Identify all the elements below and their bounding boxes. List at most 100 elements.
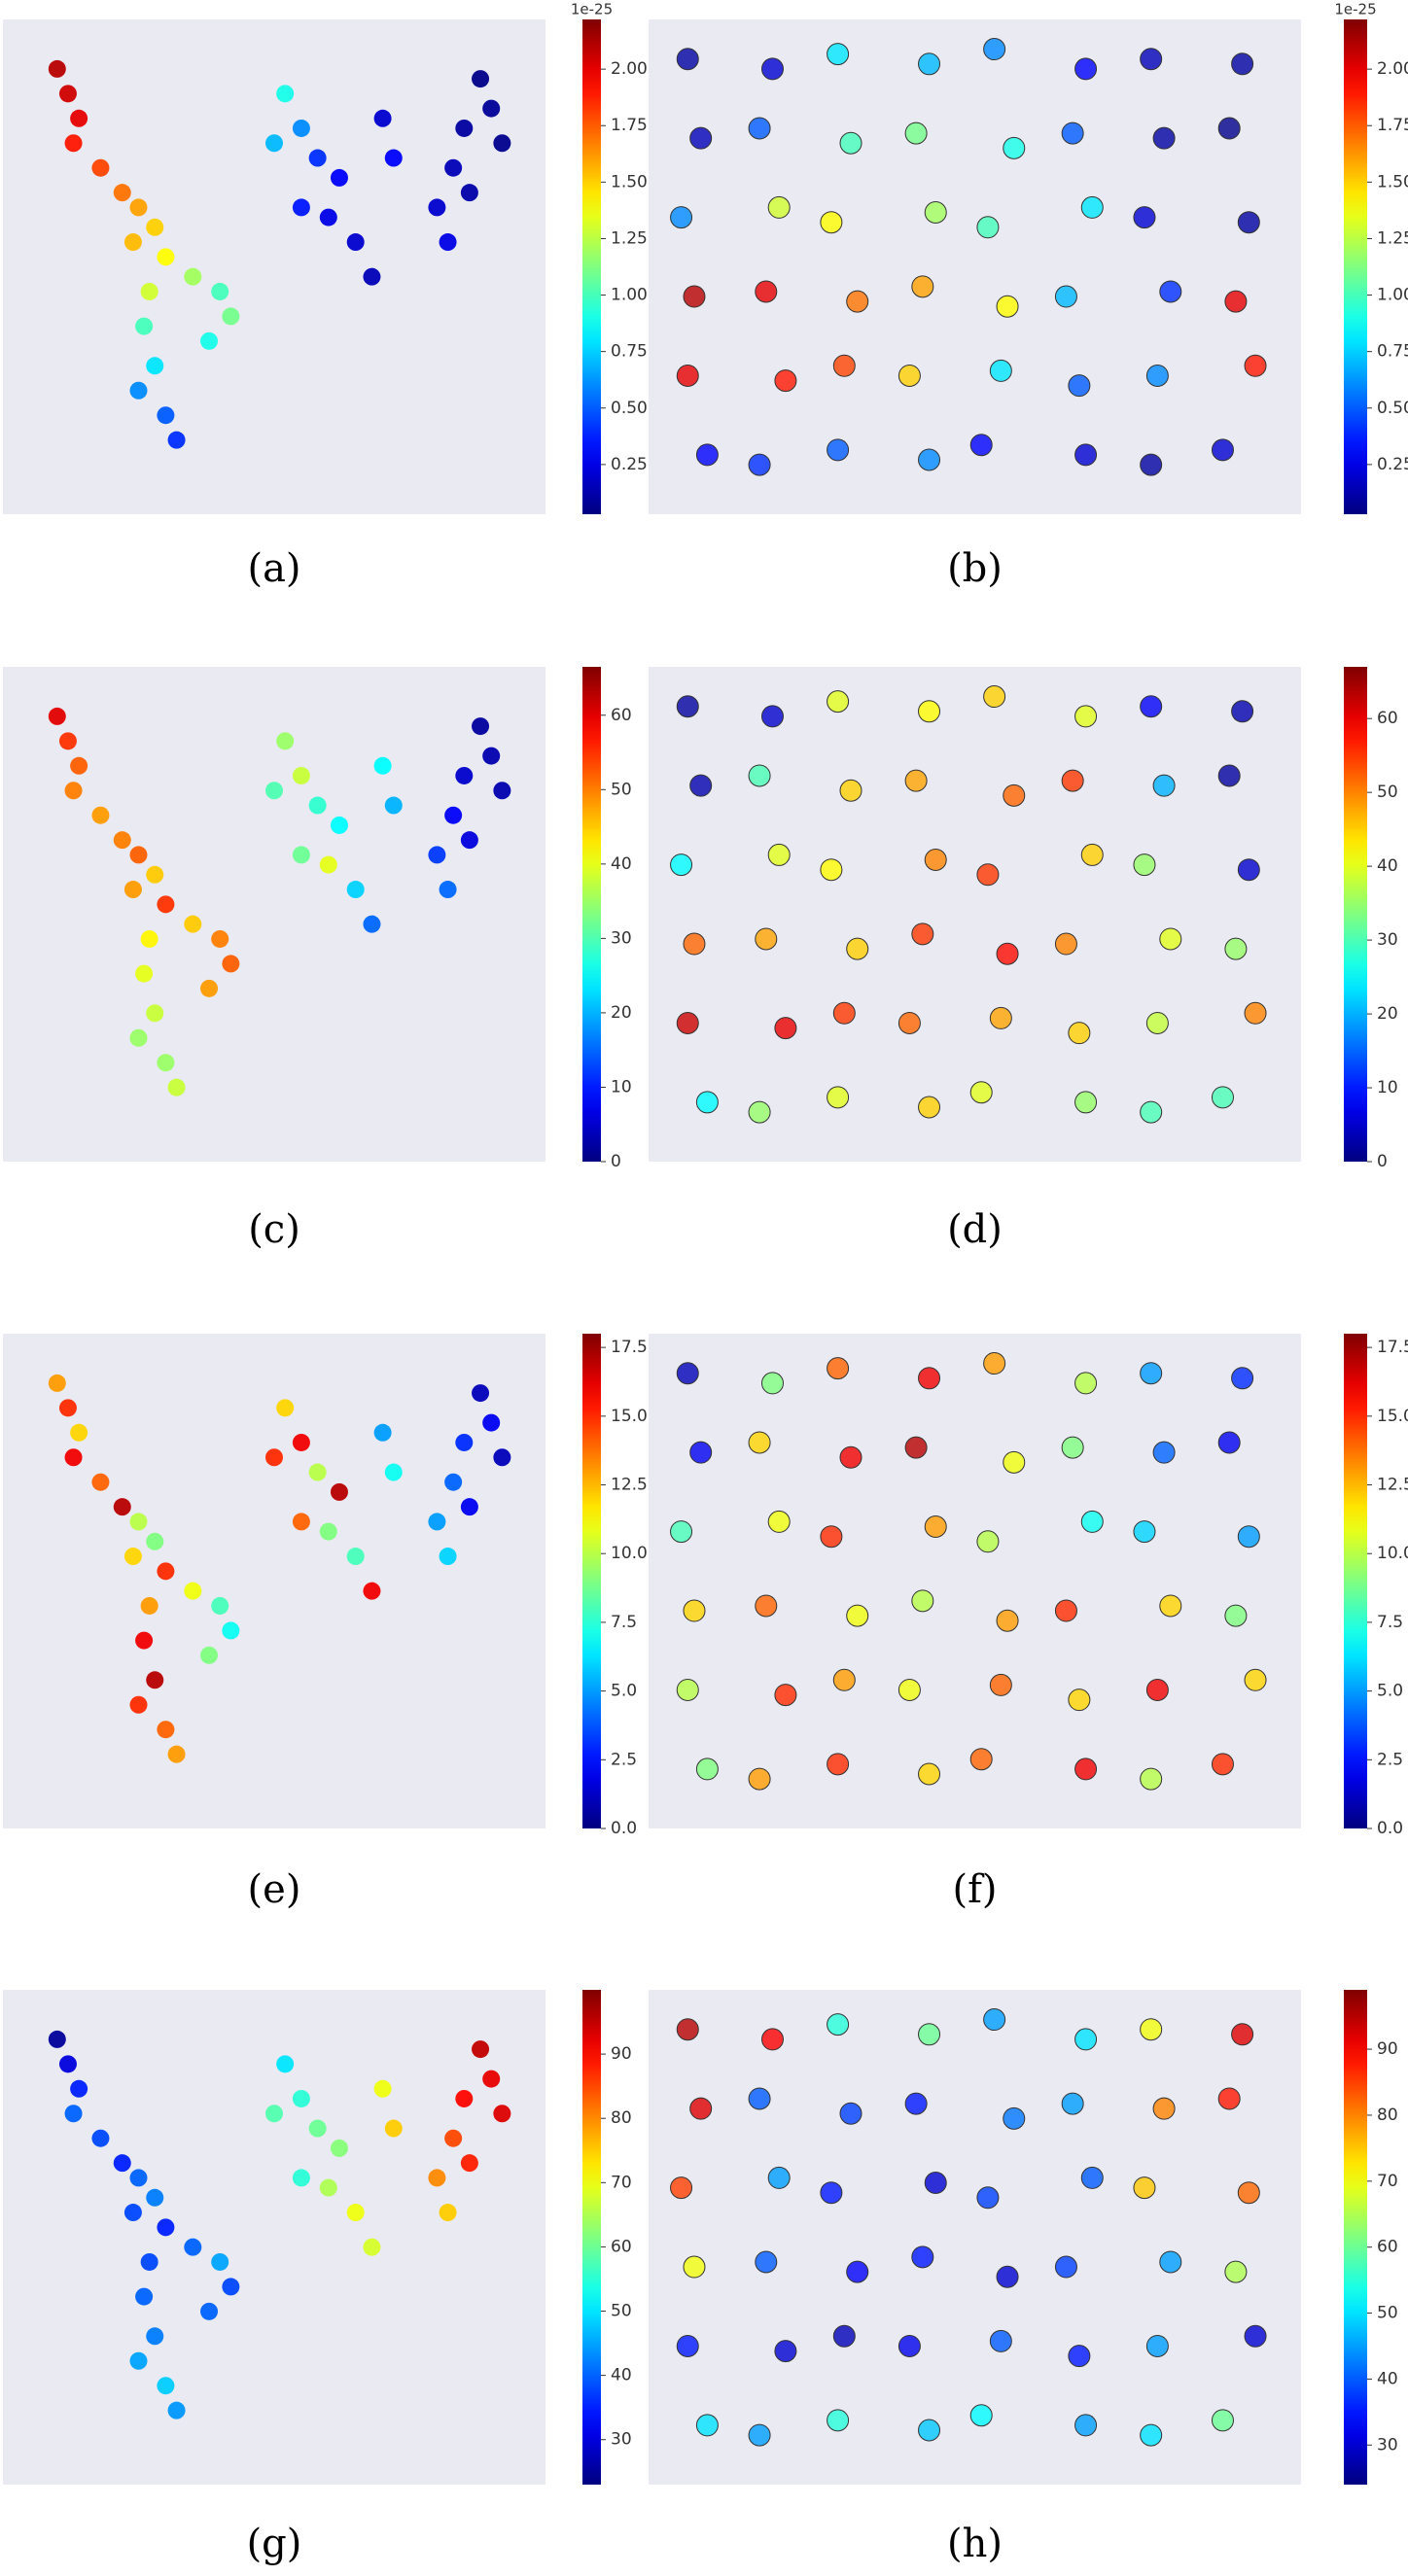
scatter-point <box>1217 1431 1241 1454</box>
scatter-point <box>1061 769 1084 792</box>
scatter-point <box>1074 1758 1098 1781</box>
colorbar-tick-label: 60 <box>1377 2238 1398 2257</box>
scatter-point <box>1211 2409 1234 2432</box>
scatter-point <box>1061 1436 1084 1459</box>
scatter-point <box>460 184 478 202</box>
scatter-point <box>983 38 1006 61</box>
scatter-point <box>455 766 474 784</box>
scatter-point <box>748 2087 771 2110</box>
colorbar-tick-label: 1.25 <box>1377 228 1408 248</box>
scatter-point <box>1231 2023 1254 2046</box>
scatter-point <box>755 280 778 303</box>
colorbar-tick-label: 0.75 <box>1377 342 1408 362</box>
scatter-point <box>1152 126 1176 150</box>
scatter-point <box>384 1463 403 1481</box>
scatter-point <box>1217 2087 1241 2110</box>
scatter-point <box>774 2340 797 2363</box>
scatter-point <box>140 1596 158 1615</box>
scatter-point <box>1074 705 1098 728</box>
scatter-point <box>689 2097 713 2120</box>
scatter-point <box>1145 364 1169 387</box>
colorbar-tick-label: 20 <box>1377 1004 1398 1024</box>
scatter-point <box>676 2018 699 2041</box>
scatter-point <box>676 1362 699 1385</box>
colorbar-tick-label: 30 <box>611 928 632 948</box>
scatter-point <box>222 2278 240 2296</box>
scatter-point <box>211 1596 229 1615</box>
scatter-point <box>428 198 446 217</box>
scatter-point <box>827 2409 850 2432</box>
scatter-point <box>146 1004 164 1023</box>
colorbar <box>582 1990 601 2485</box>
scatter-point <box>439 233 457 252</box>
scatter-point <box>123 2204 142 2222</box>
scatter-point <box>846 937 869 960</box>
scatter-point <box>91 158 110 177</box>
scatter-point <box>839 2102 862 2125</box>
scatter-point <box>767 1510 791 1533</box>
panel-caption: (h) <box>947 2522 1003 2566</box>
scatter-point <box>455 1433 474 1451</box>
scatter-point <box>911 275 934 298</box>
scatter-point <box>1003 783 1026 807</box>
colorbar-tick-label: 30 <box>1377 2435 1398 2454</box>
scatter-point <box>1140 2018 1163 2041</box>
scatter-point <box>1054 1599 1077 1622</box>
scatter-point <box>64 134 83 153</box>
scatter-point <box>1237 2181 1260 2205</box>
scatter-point <box>200 2302 219 2320</box>
scatter-point <box>472 717 490 736</box>
scatter-point <box>1080 195 1104 219</box>
scatter-point <box>482 1413 501 1432</box>
scatter-point <box>482 2070 501 2088</box>
panel-caption: (b) <box>947 546 1003 591</box>
scatter-point <box>482 747 501 765</box>
scatter-point <box>113 831 131 850</box>
scatter-point <box>1133 2176 1156 2200</box>
scatter-point <box>1152 1441 1176 1464</box>
scatter-point <box>670 853 693 877</box>
scatter-point <box>976 2186 1000 2210</box>
scatter-point <box>689 774 713 797</box>
scatter-point <box>1068 374 1091 398</box>
scatter-point <box>276 85 295 103</box>
scatter-point <box>129 846 148 864</box>
scatter-point <box>1133 853 1156 877</box>
scatter-point <box>1231 1367 1254 1390</box>
scatter-point <box>1140 1767 1163 1791</box>
colorbar-tick-label: 1.75 <box>1377 116 1408 135</box>
scatter-point <box>70 2079 88 2098</box>
scatter-point <box>319 855 337 874</box>
scatter-point <box>1244 2324 1267 2348</box>
scatter-point <box>683 2255 706 2279</box>
scatter-point <box>167 1078 186 1097</box>
scatter-point <box>911 922 934 946</box>
scatter-point <box>330 816 348 834</box>
scatter-point <box>428 846 446 864</box>
scatter-point <box>146 2188 164 2207</box>
scatter-point <box>1140 1362 1163 1385</box>
scatter-point <box>346 2204 365 2222</box>
colorbar <box>1344 19 1367 514</box>
scatter-point <box>167 2401 186 2419</box>
scatter-point <box>1140 453 1163 476</box>
scatter-point <box>276 1399 295 1417</box>
scatter-point <box>1133 206 1156 229</box>
scatter-point <box>460 1498 478 1516</box>
scatter-point <box>976 1530 1000 1553</box>
scatter-point <box>482 99 501 118</box>
scatter-point <box>157 1054 175 1072</box>
colorbar-offset-label: 1e-25 <box>1334 1 1376 18</box>
colorbar-tick-label: 30 <box>611 2430 632 2450</box>
scatter-point <box>363 267 381 286</box>
panel-caption: (d) <box>947 1207 1003 1252</box>
scatter-point <box>460 831 478 850</box>
scatter-point <box>308 1463 327 1481</box>
scatter-point <box>989 1006 1012 1029</box>
scatter-point <box>911 2245 934 2269</box>
scatter-point <box>1224 2260 1248 2283</box>
scatter-point <box>373 2079 392 2098</box>
plot-background <box>3 1990 546 2485</box>
panel-caption: (f) <box>952 1867 997 1912</box>
